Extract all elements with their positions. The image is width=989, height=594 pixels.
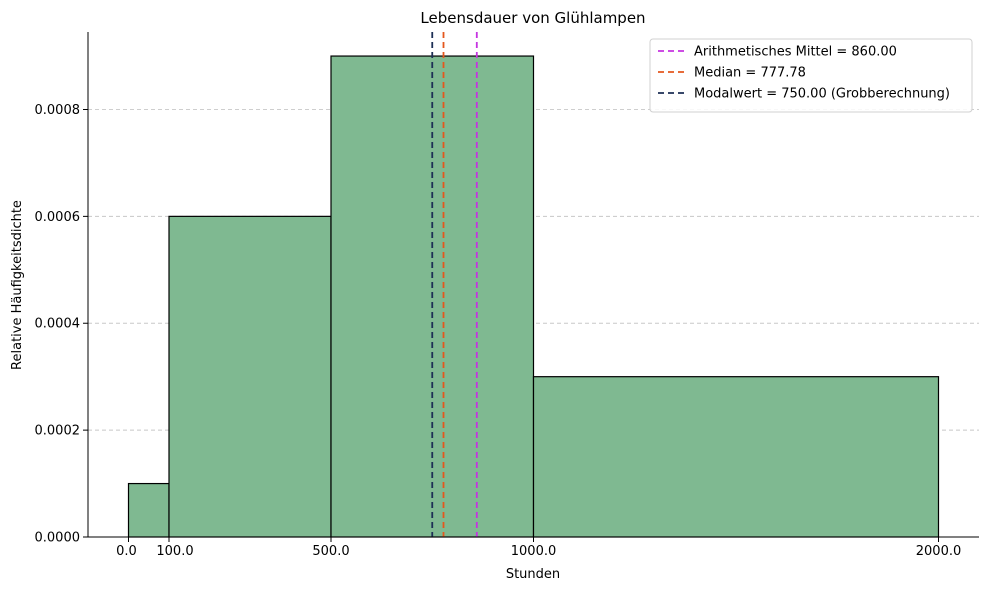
y-tick-label: 0.0008 xyxy=(35,103,81,118)
legend: Arithmetisches Mittel = 860.00 Median = 7… xyxy=(649,38,973,113)
vlines-layer xyxy=(431,32,478,537)
y-tick-label: 0.0002 xyxy=(35,424,81,439)
legend-label: Modalwert = 750.00 (Grobberechnung) xyxy=(694,87,950,102)
y-tick-label: 0.0004 xyxy=(35,317,81,332)
legend-label: Arithmetisches Mittel = 860.00 xyxy=(694,45,897,60)
ticks-layer: 0.0000 0.0002 0.0004 0.0006 0.0008 0.0 100.0 50… xyxy=(35,103,962,559)
x-tick-label: 0.0 xyxy=(116,544,137,559)
histogram-bar xyxy=(532,376,940,538)
y-tick-label: 0.0006 xyxy=(35,210,81,225)
x-tick-label: 1000.0 xyxy=(511,544,557,559)
histogram-bar xyxy=(127,482,170,538)
y-axis-label: Relative Häufigkeitsdichte xyxy=(10,200,25,370)
x-tick-label: 500.0 xyxy=(312,544,349,559)
chart-title: Lebensdauer von Glühlampen xyxy=(420,9,645,27)
histogram-bar xyxy=(168,215,332,538)
y-tick-label: 0.0000 xyxy=(35,531,81,546)
x-axis-label: Stunden xyxy=(506,567,560,582)
x-tick-label: 2000.0 xyxy=(916,544,962,559)
legend-box xyxy=(649,38,973,113)
legend-label: Median = 777.78 xyxy=(694,66,806,81)
x-tick-label: 100.0 xyxy=(156,544,193,559)
bars-layer xyxy=(127,55,940,538)
